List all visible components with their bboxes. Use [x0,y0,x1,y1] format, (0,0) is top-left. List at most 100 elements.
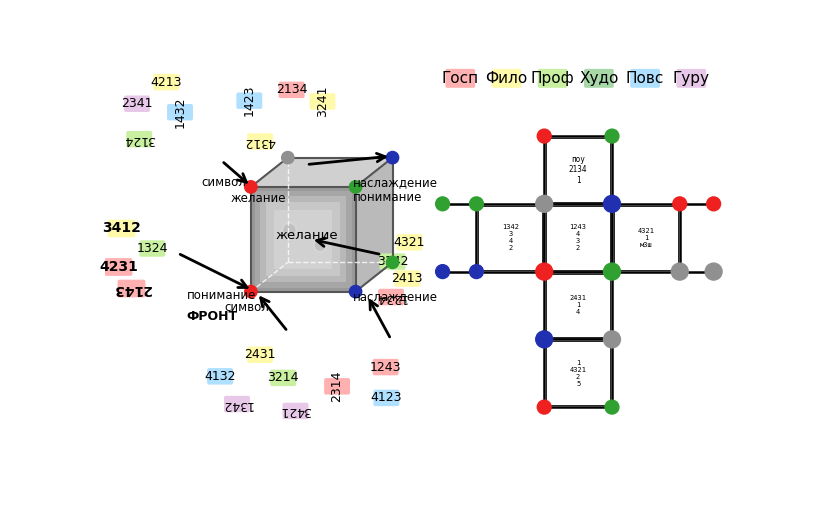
Circle shape [536,129,550,143]
Text: Госп: Госп [441,71,478,86]
Text: 4312: 4312 [244,135,275,148]
Circle shape [281,151,294,164]
Bar [545,274,609,337]
Text: 2134: 2134 [275,83,307,96]
FancyBboxPatch shape [270,370,296,386]
Text: желание: желание [275,229,338,242]
Text: 4132: 4132 [204,370,236,383]
Text: понимание: понимание [353,191,422,204]
FancyBboxPatch shape [283,402,308,419]
Circle shape [244,181,256,193]
FancyBboxPatch shape [104,258,132,276]
Circle shape [671,263,687,280]
FancyBboxPatch shape [207,368,233,384]
Text: 3241: 3241 [315,85,328,117]
FancyBboxPatch shape [153,74,179,91]
Text: 2341: 2341 [121,97,152,110]
FancyBboxPatch shape [167,104,192,121]
Text: желание: желание [230,192,286,205]
Circle shape [435,265,449,279]
Text: Повс: Повс [625,71,663,86]
Text: Фило: Фило [485,71,527,86]
Text: символ: символ [201,176,246,189]
Circle shape [706,197,720,211]
Text: поу
2134
1: поу 2134 1 [568,155,586,185]
Bar [544,136,611,204]
Bar [545,341,609,405]
FancyBboxPatch shape [236,92,262,109]
Polygon shape [355,157,392,292]
FancyBboxPatch shape [309,93,335,110]
Text: Худо: Худо [578,71,618,86]
Text: 1
4321
2
5: 1 4321 2 5 [569,359,586,387]
Circle shape [603,263,620,280]
FancyBboxPatch shape [117,280,145,297]
Text: 3412: 3412 [102,222,141,236]
Circle shape [535,195,552,212]
Text: 1234: 1234 [375,291,406,304]
Bar [544,204,611,271]
Bar [545,138,609,202]
Text: 3214: 3214 [267,371,299,384]
FancyBboxPatch shape [139,240,165,257]
Text: наслаждение: наслаждение [353,290,437,303]
Bar [613,206,677,270]
FancyBboxPatch shape [372,359,398,376]
Circle shape [281,222,296,238]
Text: 1432: 1432 [174,96,186,128]
FancyBboxPatch shape [247,347,273,363]
Bar [477,206,541,270]
Text: символ: символ [224,300,269,313]
FancyBboxPatch shape [224,396,250,412]
FancyBboxPatch shape [107,220,135,237]
Circle shape [672,197,686,211]
Text: Проф: Проф [530,71,574,86]
Text: 4321: 4321 [393,236,425,249]
FancyBboxPatch shape [124,95,150,112]
Circle shape [349,285,361,298]
Circle shape [535,331,552,348]
Text: 1324: 1324 [137,242,168,255]
Text: Гуру: Гуру [672,71,709,86]
Text: 3142: 3142 [376,255,408,268]
FancyBboxPatch shape [278,82,304,98]
Circle shape [603,195,620,212]
Bar [544,339,611,407]
Bar [611,204,679,271]
Bar [476,204,544,271]
Text: ФРОНТ: ФРОНТ [187,310,238,323]
Circle shape [604,129,618,143]
Text: 1342: 1342 [221,397,252,411]
Circle shape [704,263,722,280]
Polygon shape [266,203,340,276]
Bar [544,271,611,339]
Text: наслаждение: наслаждение [353,176,437,189]
Circle shape [469,265,483,279]
Text: 1243: 1243 [369,361,400,373]
Circle shape [435,197,449,211]
Circle shape [604,400,618,414]
Circle shape [244,285,256,298]
Circle shape [315,241,324,250]
Circle shape [386,151,398,164]
FancyBboxPatch shape [126,131,152,148]
Text: 2143: 2143 [112,282,151,296]
FancyBboxPatch shape [373,390,399,406]
Text: 4321
1
м3ш: 4321 1 м3ш [636,228,654,248]
FancyBboxPatch shape [491,69,521,88]
Text: 3124: 3124 [124,133,155,146]
Polygon shape [251,187,355,292]
Circle shape [469,197,483,211]
Text: 4213: 4213 [150,76,182,89]
Bar [545,206,609,270]
FancyBboxPatch shape [630,69,659,88]
Text: 2314: 2314 [330,370,343,402]
Text: 4231: 4231 [99,260,138,274]
FancyBboxPatch shape [676,69,705,88]
Circle shape [536,400,550,414]
FancyBboxPatch shape [583,69,613,88]
Text: понимание: понимание [187,289,256,302]
Polygon shape [251,157,392,187]
Text: 1243
4
3
2: 1243 4 3 2 [569,224,586,251]
FancyBboxPatch shape [324,378,350,395]
